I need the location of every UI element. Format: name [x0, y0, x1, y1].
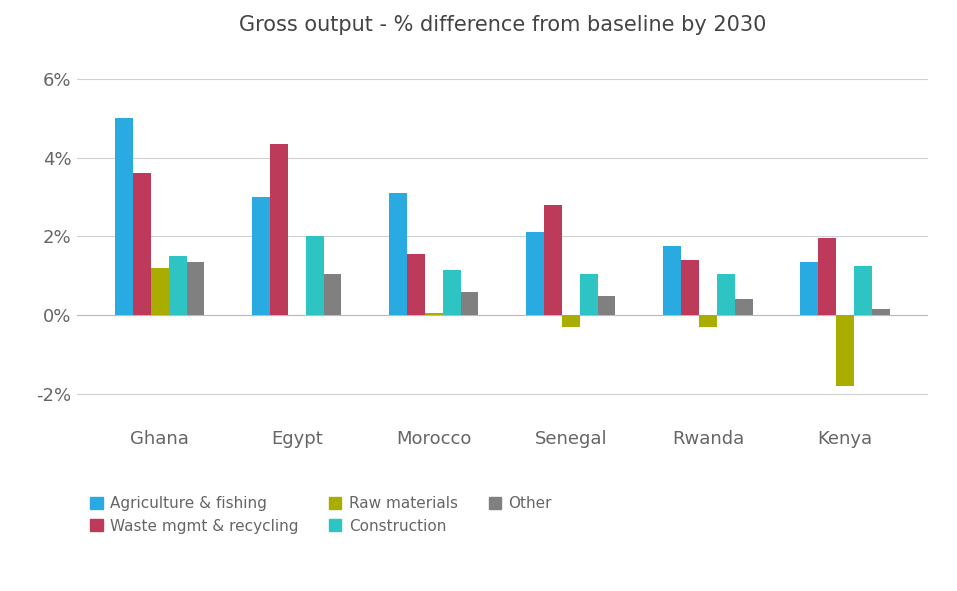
Bar — [460, 291, 478, 315]
Bar — [818, 238, 836, 315]
Bar — [168, 256, 187, 315]
Bar — [681, 260, 699, 315]
Bar — [562, 315, 580, 327]
Bar — [270, 144, 288, 315]
Bar — [151, 268, 168, 315]
Bar — [717, 274, 735, 315]
Bar — [443, 270, 460, 315]
Bar — [663, 246, 681, 315]
Bar — [425, 313, 443, 315]
Bar — [253, 197, 270, 315]
Bar — [699, 315, 717, 327]
Bar — [306, 236, 323, 315]
Bar — [323, 274, 342, 315]
Bar — [407, 254, 425, 315]
Bar — [115, 118, 133, 315]
Bar — [800, 262, 818, 315]
Bar — [854, 266, 872, 315]
Bar — [526, 232, 545, 315]
Bar — [598, 296, 615, 315]
Title: Gross output - % difference from baseline by 2030: Gross output - % difference from baselin… — [238, 15, 767, 35]
Bar — [836, 315, 854, 386]
Bar — [133, 173, 151, 315]
Bar — [389, 193, 407, 315]
Bar — [545, 205, 562, 315]
Legend: Agriculture & fishing, Waste mgmt & recycling, Raw materials, Construction, Othe: Agriculture & fishing, Waste mgmt & recy… — [84, 490, 558, 540]
Bar — [735, 300, 752, 315]
Bar — [187, 262, 205, 315]
Bar — [872, 309, 890, 315]
Bar — [580, 274, 598, 315]
